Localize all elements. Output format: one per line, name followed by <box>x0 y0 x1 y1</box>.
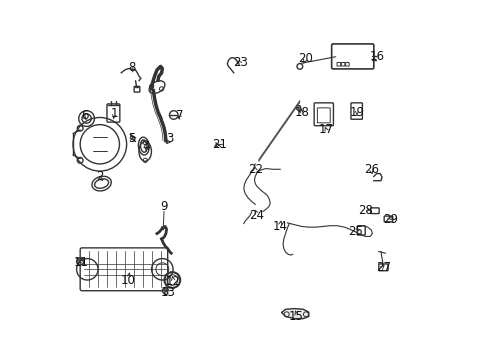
Text: 13: 13 <box>160 286 175 299</box>
Polygon shape <box>162 287 167 295</box>
Text: 12: 12 <box>165 275 180 288</box>
Text: 20: 20 <box>297 52 312 65</box>
Text: 5: 5 <box>128 132 135 145</box>
Text: 25: 25 <box>347 225 362 238</box>
Text: 4: 4 <box>142 140 150 153</box>
Text: 8: 8 <box>128 61 135 74</box>
Text: 1: 1 <box>110 107 118 120</box>
Text: 19: 19 <box>349 105 364 119</box>
Text: 27: 27 <box>376 261 390 274</box>
Text: 11: 11 <box>73 256 88 269</box>
Text: 7: 7 <box>176 109 183 122</box>
Polygon shape <box>282 309 308 319</box>
Text: 10: 10 <box>121 274 136 287</box>
Text: 14: 14 <box>272 220 287 233</box>
Text: 23: 23 <box>233 55 248 69</box>
Text: 26: 26 <box>363 163 378 176</box>
Text: 29: 29 <box>383 213 398 226</box>
Text: 18: 18 <box>294 105 308 119</box>
Polygon shape <box>296 106 300 111</box>
Text: 15: 15 <box>288 310 303 323</box>
Text: 2: 2 <box>96 170 103 183</box>
Text: 21: 21 <box>212 138 226 151</box>
Text: 16: 16 <box>368 50 384 63</box>
Text: 28: 28 <box>358 204 373 217</box>
Text: 24: 24 <box>249 209 264 222</box>
Text: 22: 22 <box>247 163 262 176</box>
Text: 17: 17 <box>319 123 333 136</box>
Text: 6: 6 <box>81 109 88 122</box>
Text: 3: 3 <box>165 132 173 145</box>
Text: 9: 9 <box>160 200 167 213</box>
